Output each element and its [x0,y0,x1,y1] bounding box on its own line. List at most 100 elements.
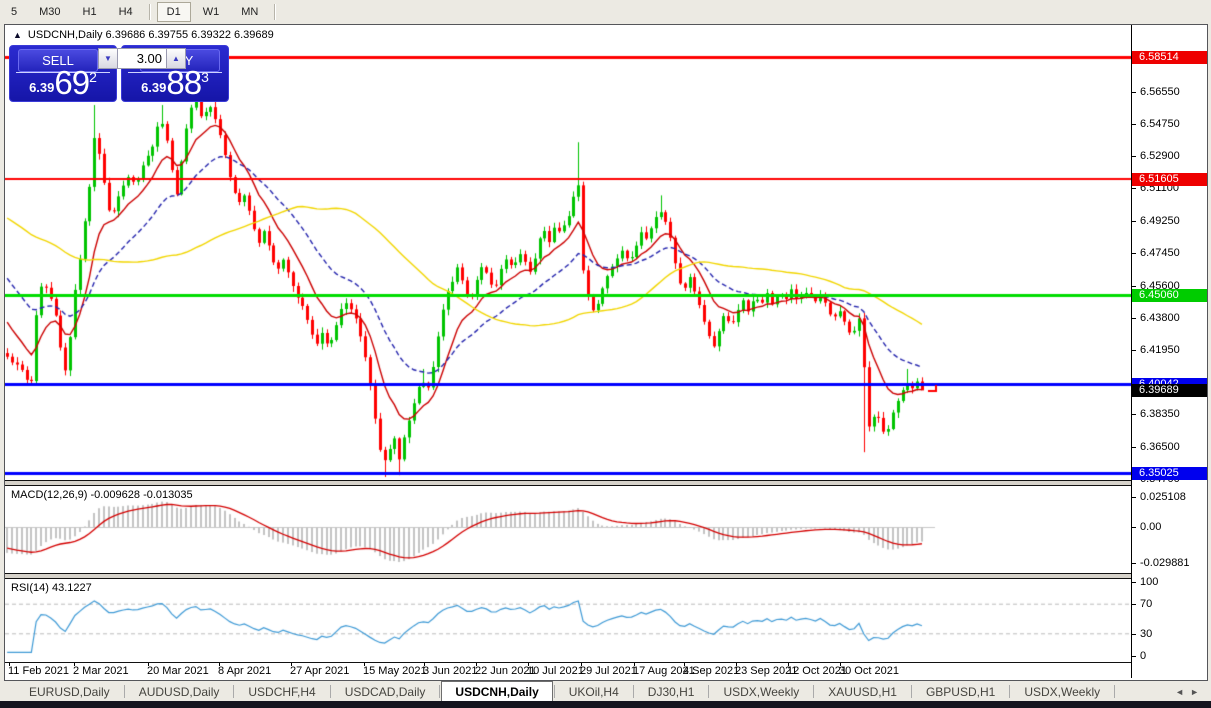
taskbar-edge [0,701,1211,708]
date-axis-label: 20 Mar 2021 [147,665,209,677]
price-tag-6-39689: 6.39689 [1132,384,1207,398]
price-tag-6-51605: 6.51605 [1132,173,1207,187]
chart-tab-usdchf-h4[interactable]: USDCHF,H4 [248,685,316,699]
one-click-trade-panel: SELL 6.39 69 2 BUY 6.39 88 3 ▼ 3.0 [9,45,231,102]
price-axis-label: 6.54750 [1140,117,1180,130]
date-axis-label: 11 Feb 2021 [8,665,69,677]
price-axis[interactable]: 6.56550 6.54750 6.52900 6.51100 6.49250 6.474… [1131,25,1207,678]
date-axis-tick [581,663,582,666]
chart-tab-usdcnh-daily[interactable]: USDCNH,Daily [441,681,553,702]
price-axis-tick [1132,350,1136,352]
chart-plot-area[interactable] [5,25,1131,678]
date-axis-label: 12 Oct 2021 [787,665,847,677]
chart-tab-usdx-weekly[interactable]: USDX,Weekly [1024,685,1101,699]
macd-axis-label: -0.029881 [1140,556,1190,569]
timeframe-button-h1[interactable]: H1 [82,5,97,18]
volume-input[interactable]: 3.00 [118,48,166,69]
ask-big-digits: 88 [166,64,202,101]
chart-tab-audusd-daily[interactable]: AUDUSD,Daily [138,685,220,699]
price-axis-tick [1132,317,1136,319]
chart-tab-eurusd-daily[interactable]: EURUSD,Daily [29,685,110,699]
date-axis-tick [476,663,477,666]
volume-decrease-icon[interactable]: ▼ [98,48,118,69]
sell-underline [16,72,110,73]
chart-tab-usdx-weekly[interactable]: USDX,Weekly [723,685,800,699]
date-axis-divider [5,662,1207,663]
chart-tab-ukoil-h4[interactable]: UKOil,H4 [568,685,619,699]
panel-separator[interactable] [5,573,1207,579]
price-axis-tick [1132,156,1136,158]
date-axis-label: 22 Jun 2021 [475,665,536,677]
date-axis-label: 27 Apr 2021 [290,665,350,677]
date-axis-label: 29 Jul 2021 [580,665,637,677]
ask-price: 6.39 88 3 [122,64,228,101]
chart-tab-dj30-h1[interactable]: DJ30,H1 [647,685,695,699]
date-axis-label: 23 Sep 2021 [735,665,798,677]
date-axis-label: 10 Jul 2021 [527,665,584,677]
macd-axis-tick [1132,562,1136,564]
main-chart-canvas[interactable] [5,27,1131,480]
date-axis-tick [634,663,635,666]
tab-divider [233,685,235,698]
date-axis-tick [528,663,529,666]
date-axis-label: 4 Sep 2021 [683,665,740,677]
timeframe-button-m30[interactable]: M30 [39,5,61,18]
timeframe-button-d1[interactable]: D1 [156,1,191,22]
date-axis-tick [74,663,75,666]
date-axis-label: 8 Apr 2021 [218,665,272,677]
timeframe-button-h4[interactable]: H4 [118,5,133,18]
chart-tab-gbpusd-h1[interactable]: GBPUSD,H1 [925,685,996,699]
price-axis-tick [1132,252,1136,254]
tabs-scroll-right-icon[interactable]: ► [1190,687,1205,697]
rsi-axis-label: 70 [1140,598,1153,611]
rsi-axis-tick [1132,604,1136,606]
price-axis-tick [1132,91,1136,93]
price-axis-label: 6.45600 [1140,279,1180,292]
price-axis-tick [1132,446,1136,448]
tab-divider [439,685,441,698]
panel-separator[interactable] [5,480,1207,486]
date-axis-tick [684,663,685,666]
price-axis-label: 6.36500 [1140,440,1180,453]
date-axis-label: 3 Jun 2021 [423,665,478,677]
rsi-axis-tick [1132,633,1136,635]
chart-tab-xauusd-h1[interactable]: XAUUSD,H1 [828,685,897,699]
tabs-scroll-left-icon[interactable]: ◄ [1175,687,1191,697]
bid-pip-digit: 2 [89,69,97,85]
date-axis-label: 30 Oct 2021 [839,665,899,677]
timeframe-button-5[interactable]: 5 [11,5,18,18]
chart-tabs-bar: EURUSD,Daily AUDUSD,Daily USDCHF,H4 USDCAD,… [0,681,1211,702]
date-axis-tick [736,663,737,666]
chart-title-bar: ▲ USDCNH,Daily 6.39686 6.39755 6.39322 6… [13,29,274,41]
price-tag-6-58514: 6.58514 [1132,51,1207,64]
date-axis-tick [788,663,789,666]
date-axis-tick [424,663,425,666]
tab-divider [910,685,912,698]
macd-axis-label: 0.025108 [1140,490,1186,503]
price-axis-tick [1132,123,1136,125]
rsi-axis-tick [1132,582,1136,583]
timeframe-button-mn[interactable]: MN [241,5,259,18]
price-tag-6-35025: 6.35025 [1132,466,1207,480]
chart-tabs-scroll[interactable]: ◄► [1175,687,1205,697]
date-axis[interactable]: 11 Feb 2021 2 Mar 2021 20 Mar 2021 8 Apr 20… [5,663,1131,678]
collapse-trade-panel-icon[interactable]: ▲ [13,30,22,40]
macd-indicator-canvas[interactable] [5,486,1131,573]
price-tag-6-45060: 6.45060 [1132,289,1207,303]
date-axis-tick [219,663,220,666]
sell-button[interactable]: SELL [18,49,98,72]
buy-underline [128,72,222,73]
chart-tab-usdcad-daily[interactable]: USDCAD,Daily [344,685,426,699]
timeframe-button-w1[interactable]: W1 [202,5,220,18]
price-axis-tick [1132,285,1136,287]
macd-axis-label: 0.00 [1140,521,1162,533]
volume-increase-icon[interactable]: ▲ [166,48,186,69]
date-axis-tick [291,663,292,666]
date-axis-label: 15 May 2021 [363,665,427,677]
date-axis-tick [148,663,149,666]
bid-prefix: 6.39 [29,80,55,95]
date-axis-label: 2 Mar 2021 [73,665,129,677]
rsi-axis-tick [1132,656,1136,657]
rsi-indicator-canvas[interactable] [5,579,1131,662]
macd-axis-tick [1132,527,1136,528]
